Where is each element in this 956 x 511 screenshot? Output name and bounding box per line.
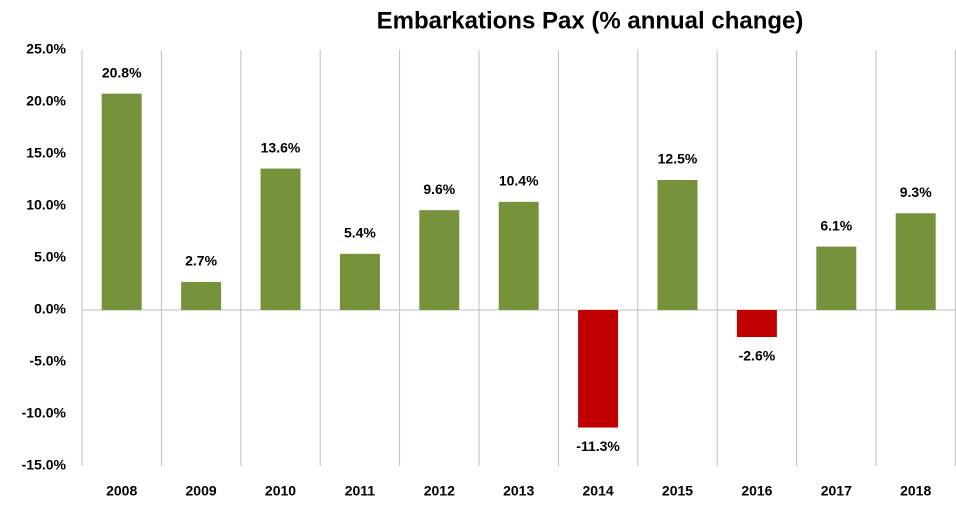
chart-title: Embarkations Pax (% annual change) <box>377 7 804 34</box>
data-label: 5.4% <box>344 225 376 241</box>
x-tick-label: 2017 <box>821 483 852 499</box>
x-tick-label: 2008 <box>106 483 137 499</box>
data-label: 6.1% <box>820 217 852 233</box>
data-label: 13.6% <box>261 139 301 155</box>
bar <box>657 180 698 310</box>
x-tick-label: 2012 <box>424 483 455 499</box>
y-tick-label: 20.0% <box>26 93 66 109</box>
y-tick-label: -10.0% <box>22 405 67 421</box>
data-label: 9.6% <box>423 181 455 197</box>
y-tick-label: 10.0% <box>26 197 66 213</box>
y-tick-label: -15.0% <box>22 457 67 473</box>
data-label: 20.8% <box>102 64 142 80</box>
bar <box>498 201 539 310</box>
x-tick-label: 2013 <box>503 483 534 499</box>
data-label: -2.6% <box>739 348 776 364</box>
x-tick-label: 2011 <box>345 483 376 499</box>
bar <box>260 168 301 310</box>
bar <box>339 253 380 310</box>
data-label: 10.4% <box>499 173 539 189</box>
x-tick-label: 2014 <box>583 483 614 499</box>
data-label: -11.3% <box>576 438 620 454</box>
x-tick-label: 2009 <box>186 483 217 499</box>
y-tick-label: 0.0% <box>34 301 66 317</box>
y-tick-label: 25.0% <box>26 41 66 57</box>
x-tick-label: 2015 <box>662 483 693 499</box>
y-tick-label: -5.0% <box>29 353 66 369</box>
bar <box>181 281 222 310</box>
x-tick-label: 2018 <box>900 483 931 499</box>
bar <box>578 310 619 428</box>
bar <box>419 210 460 310</box>
bar <box>736 310 777 338</box>
data-label: 2.7% <box>185 253 217 269</box>
y-tick-label: 5.0% <box>34 249 66 265</box>
data-label: 9.3% <box>900 184 932 200</box>
data-label: 12.5% <box>658 151 698 167</box>
y-tick-label: 15.0% <box>26 145 66 161</box>
x-tick-label: 2010 <box>265 483 296 499</box>
bar <box>895 213 936 310</box>
bar <box>101 93 142 311</box>
bar <box>816 246 857 310</box>
x-tick-label: 2016 <box>741 483 772 499</box>
